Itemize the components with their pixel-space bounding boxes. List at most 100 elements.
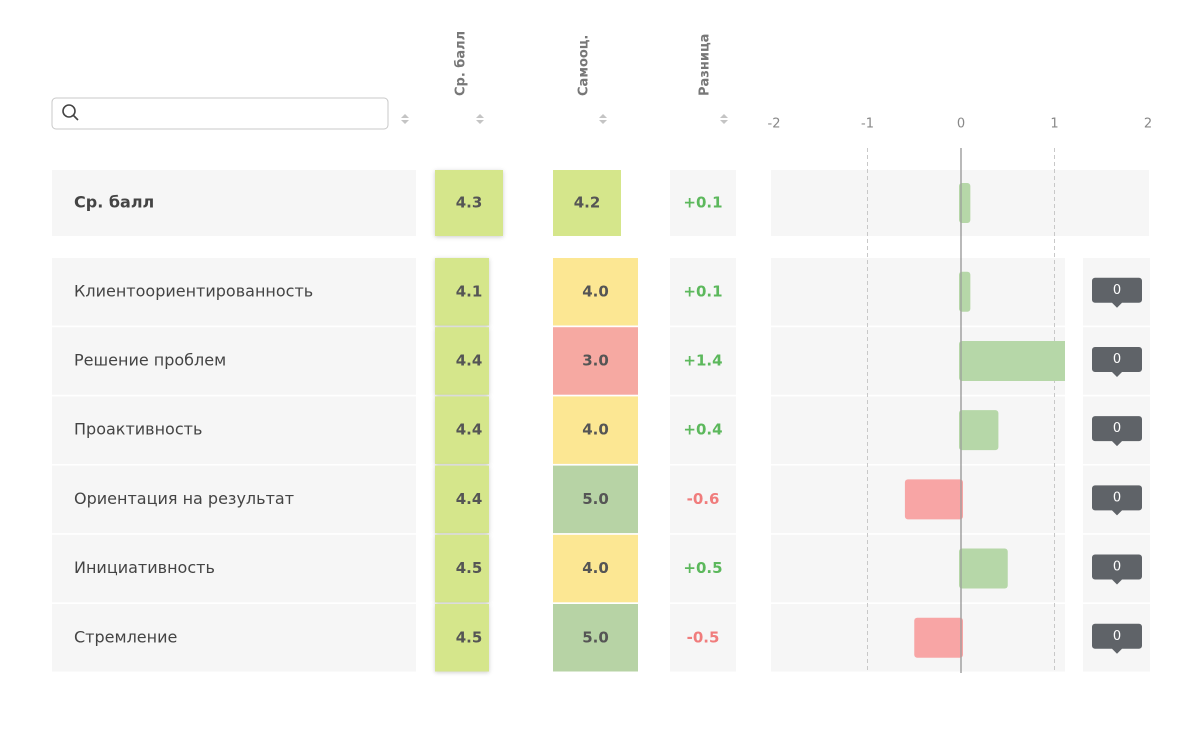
self-cell — [553, 258, 638, 326]
avg-value: 4.3 — [456, 194, 483, 212]
sort-up — [401, 114, 409, 118]
avg-cell — [435, 465, 489, 534]
row-label-cell — [52, 534, 416, 603]
diff-bar — [959, 271, 971, 312]
row-label: Ср. балл — [74, 193, 154, 212]
row-label-cell — [52, 465, 416, 534]
diff-bar — [904, 479, 963, 520]
self-value: 5.0 — [582, 490, 609, 508]
diff-bar — [959, 340, 1065, 381]
self-cell — [553, 396, 638, 464]
self-value: 4.0 — [582, 282, 609, 300]
sort-down — [720, 120, 728, 124]
sort-icon[interactable] — [401, 114, 409, 124]
diff-bar — [959, 183, 971, 223]
row-label-cell — [52, 604, 416, 672]
row-label-cell — [52, 396, 416, 464]
x-tick-label: 2 — [1144, 117, 1152, 132]
x-tick-label: -2 — [768, 117, 781, 132]
avg-value: 4.1 — [456, 282, 483, 300]
avg-cell — [435, 534, 489, 603]
self-value: 4.0 — [582, 421, 609, 439]
diff-cell — [670, 170, 736, 236]
diff-cell — [670, 604, 736, 672]
avg-value: 4.4 — [456, 490, 483, 508]
sort-up — [476, 114, 484, 118]
avg-value: 4.5 — [456, 628, 483, 646]
avg-cell — [435, 258, 489, 326]
diff-bar — [914, 617, 963, 658]
sort-down — [401, 120, 409, 124]
comments-count: 0 — [1113, 490, 1121, 505]
diff-value: -0.5 — [687, 628, 720, 646]
diff-cell — [670, 465, 736, 534]
row-label: Клиентоориентированность — [74, 281, 313, 300]
avg-cell — [435, 170, 503, 236]
avg-cell — [435, 396, 489, 464]
row-label-cell — [52, 258, 416, 326]
self-cell — [553, 327, 638, 395]
row-label-cell — [52, 170, 416, 236]
diff-value: +0.5 — [683, 559, 722, 577]
comments-badge[interactable] — [1092, 554, 1142, 585]
sort-down — [476, 120, 484, 124]
column-header: Ср. балл — [454, 31, 469, 96]
comments-badge[interactable] — [1092, 346, 1142, 377]
avg-cell — [435, 604, 489, 672]
diff-cell — [670, 534, 736, 603]
diff-bar — [959, 548, 1008, 589]
avg-cell — [435, 327, 489, 395]
x-tick-label: 1 — [1050, 117, 1058, 132]
chart-panel — [771, 534, 1065, 603]
diff-cell — [670, 396, 736, 464]
avg-value: 4.4 — [456, 421, 483, 439]
self-cell — [553, 604, 638, 672]
row-label: Инициативность — [74, 558, 215, 577]
x-tick-label: -1 — [861, 117, 874, 132]
search-input[interactable] — [51, 97, 389, 130]
self-value: 4.0 — [582, 559, 609, 577]
diff-value: -0.6 — [687, 490, 720, 508]
row-label-cell — [52, 327, 416, 395]
chart-panel — [771, 396, 1065, 464]
search-icon — [62, 104, 79, 121]
row-label: Решение проблем — [74, 350, 226, 369]
self-cell — [553, 534, 638, 603]
sort-icon[interactable] — [599, 114, 607, 124]
x-tick-label: 0 — [957, 117, 965, 132]
comments-badge[interactable] — [1092, 277, 1142, 308]
sort-icon[interactable] — [720, 114, 728, 124]
self-value: 5.0 — [582, 628, 609, 646]
comments-count: 0 — [1113, 629, 1121, 644]
comments-badge[interactable] — [1092, 416, 1142, 447]
self-value: 4.2 — [574, 194, 601, 212]
comments-badge[interactable] — [1092, 485, 1142, 516]
column-header: Самооц. — [577, 35, 592, 96]
diff-cell — [670, 258, 736, 326]
avg-value: 4.4 — [456, 351, 483, 369]
avg-value: 4.5 — [456, 559, 483, 577]
self-value: 3.0 — [582, 351, 609, 369]
comments-badge[interactable] — [1092, 623, 1142, 654]
column-header: Разница — [698, 34, 713, 96]
diff-value: +0.1 — [683, 282, 722, 300]
self-cell — [553, 465, 638, 534]
self-cell — [553, 170, 621, 236]
row-label: Проактивность — [74, 420, 202, 439]
sort-up — [720, 114, 728, 118]
comments-count: 0 — [1113, 283, 1121, 298]
comments-count: 0 — [1113, 352, 1121, 367]
comments-count: 0 — [1113, 421, 1121, 436]
diff-value: +1.4 — [683, 351, 722, 369]
sort-icon[interactable] — [476, 114, 484, 124]
diff-value: +0.4 — [683, 421, 722, 439]
chart-panel — [771, 258, 1065, 326]
sort-up — [599, 114, 607, 118]
diff-bar — [959, 410, 999, 451]
diff-value: +0.1 — [683, 194, 722, 212]
comments-count: 0 — [1113, 560, 1121, 575]
diff-cell — [670, 327, 736, 395]
sort-down — [599, 120, 607, 124]
